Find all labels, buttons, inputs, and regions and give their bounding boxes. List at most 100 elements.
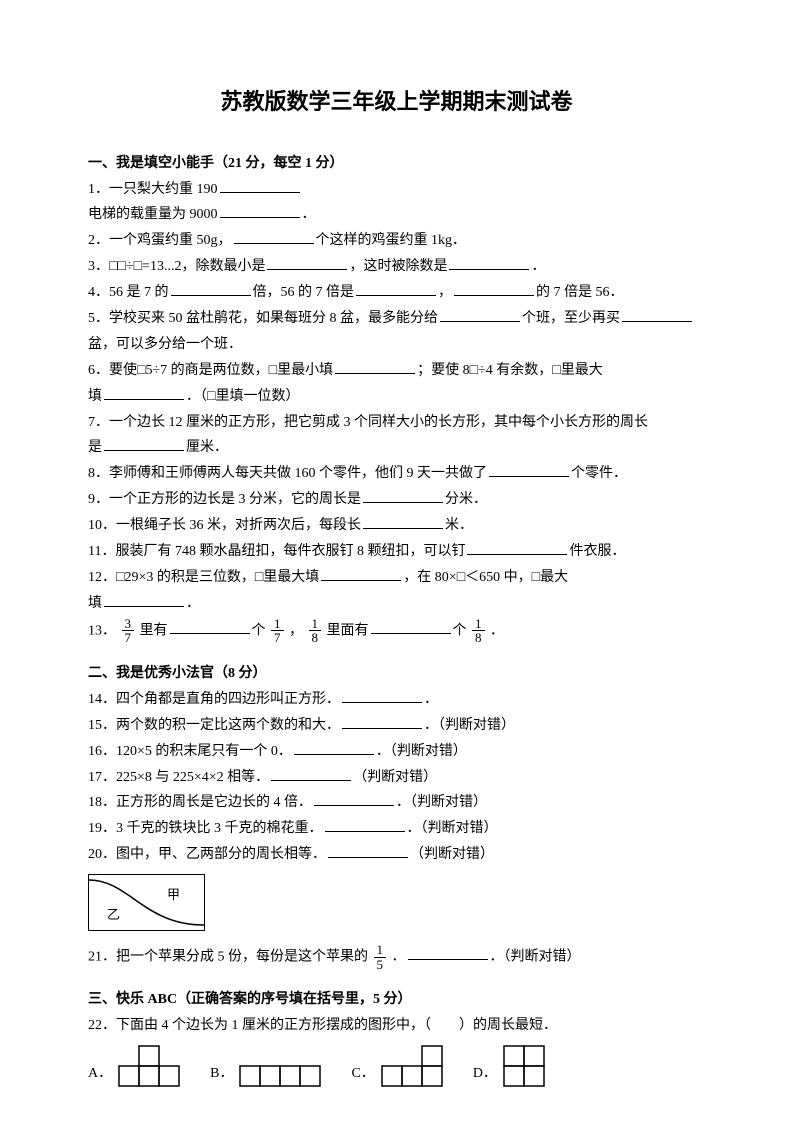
q7-text-b: 是 bbox=[88, 440, 102, 455]
frac-num: 1 bbox=[309, 617, 322, 632]
q1-text-c: ． bbox=[302, 207, 316, 222]
q10-text-a: 10．一根绳子长 36 米，对折两次后，每段长 bbox=[88, 518, 361, 533]
q17: 17．225×8 与 225×4×2 相等． （判断对错） bbox=[88, 765, 705, 791]
q12-text-c: 填 bbox=[88, 596, 102, 611]
section-2-head: 二、我是优秀小法官（8 分） bbox=[88, 661, 705, 687]
q19-text: 19．3 千克的铁块比 3 千克的棉花重． bbox=[88, 821, 323, 836]
option-b-label: B． bbox=[210, 1061, 233, 1087]
q16: 16．120×5 的积末尾只有一个 0．．（判断对错） bbox=[88, 739, 705, 765]
q21-text-b: ． bbox=[392, 949, 406, 964]
q12-text-b: ，在 80×□＜650 中，□最大 bbox=[403, 570, 568, 585]
q6-text-c: 填 bbox=[88, 389, 102, 404]
q17-text: 17．225×8 与 225×4×2 相等． bbox=[88, 770, 269, 785]
q22-text: 22．下面由 4 个边长为 1 厘米的正方形摆成的图形中，（ ）的周长最短． bbox=[88, 1018, 557, 1033]
q1: 1．一只梨大约重 190 电梯的载重量为 9000 ． bbox=[88, 177, 705, 229]
frac-den: 7 bbox=[122, 631, 135, 645]
q11-text-a: 11．服装厂有 748 颗水晶纽扣，每件衣服钉 8 颗纽扣，可以钉 bbox=[88, 544, 465, 559]
fraction-1-7: 17 bbox=[269, 617, 286, 645]
blank bbox=[321, 567, 401, 581]
tag: （判断对错） bbox=[353, 770, 437, 785]
dot: ． bbox=[424, 718, 438, 733]
tag: （判断对错） bbox=[410, 847, 494, 862]
q4-text-a: 4．56 是 7 的 bbox=[88, 285, 169, 300]
blank bbox=[220, 205, 300, 219]
option-d-label: D． bbox=[473, 1061, 497, 1087]
option-b: B． bbox=[210, 1061, 321, 1087]
blank bbox=[408, 947, 488, 961]
blank bbox=[294, 741, 374, 755]
tag: （判断对错） bbox=[410, 795, 487, 810]
dot: ． bbox=[376, 744, 390, 759]
q20: 20．图中，甲、乙两部分的周长相等．（判断对错） bbox=[88, 842, 705, 868]
q3-text-b: ，这时被除数是 bbox=[349, 259, 447, 274]
blank bbox=[363, 490, 443, 504]
q8-text-a: 8．李师傅和王师傅两人每天共做 160 个零件，他们 9 天一共做了 bbox=[88, 466, 487, 481]
blank bbox=[356, 283, 436, 297]
q6-text-d: ．（□里填一位数） bbox=[186, 389, 299, 404]
q1-text-a: 1．一只梨大约重 190 bbox=[88, 182, 218, 197]
q11: 11．服装厂有 748 颗水晶纽扣，每件衣服钉 8 颗纽扣，可以钉件衣服． bbox=[88, 539, 705, 565]
q13-text-e: 里面有 bbox=[327, 623, 369, 638]
q13-text-a: 13． bbox=[88, 623, 116, 638]
section-1-head: 一、我是填空小能手（21 分，每空 1 分） bbox=[88, 151, 705, 177]
q12-text-a: 12．□29×3 的积是三位数，□里最大填 bbox=[88, 570, 319, 585]
q13-text-g: ． bbox=[490, 623, 504, 638]
q4-text-c: ， bbox=[438, 285, 452, 300]
blank bbox=[342, 689, 422, 703]
page-title: 苏教版数学三年级上学期期末测试卷 bbox=[88, 82, 705, 123]
q2: 2．一个鸡蛋约重 50g， 个这样的鸡蛋约重 1kg． bbox=[88, 228, 705, 254]
page: 苏教版数学三年级上学期期末测试卷 一、我是填空小能手（21 分，每空 1 分） … bbox=[0, 0, 793, 1127]
shape-b-icon bbox=[239, 1065, 321, 1087]
q12: 12．□29×3 的积是三位数，□里最大填 ，在 80×□＜650 中，□最大 填… bbox=[88, 565, 705, 617]
option-c-label: C． bbox=[351, 1061, 374, 1087]
fraction-1-8: 18 bbox=[307, 617, 324, 645]
blank bbox=[220, 179, 300, 193]
q20-diagram: 甲 乙 bbox=[88, 874, 205, 931]
q16-text: 16．120×5 的积末尾只有一个 0． bbox=[88, 744, 292, 759]
q3-text-a: 3．□□÷□=13...2，除数最小是 bbox=[88, 259, 265, 274]
q9-text-b: 分米． bbox=[445, 492, 487, 507]
q15: 15．两个数的积一定比这两个数的和大．．（判断对错） bbox=[88, 713, 705, 739]
q12-text-d: ． bbox=[186, 596, 200, 611]
q2-text-b: 个这样的鸡蛋约重 1kg． bbox=[316, 233, 467, 248]
dot: ． bbox=[407, 821, 421, 836]
q3: 3．□□÷□=13...2，除数最小是 ，这时被除数是 ． bbox=[88, 254, 705, 280]
q5-text-b: 个班，至少再买 bbox=[522, 311, 620, 326]
q6-text-a: 6．要使□5÷7 的商是两位数，□里最小填 bbox=[88, 363, 333, 378]
q13-text-f: 个 bbox=[453, 623, 467, 638]
q7-text-c: 厘米． bbox=[186, 440, 228, 455]
q1-text-b: 电梯的载重量为 9000 bbox=[88, 207, 218, 222]
blank bbox=[371, 620, 451, 634]
blank bbox=[489, 464, 569, 478]
fraction-1-5: 15 bbox=[372, 943, 389, 971]
blank bbox=[328, 845, 408, 859]
q8-text-b: 个零件． bbox=[571, 466, 627, 481]
frac-num: 1 bbox=[472, 617, 485, 632]
q13-text-c: 个 bbox=[252, 623, 266, 638]
q10: 10．一根绳子长 36 米，对折两次后，每段长米． bbox=[88, 513, 705, 539]
blank bbox=[440, 308, 520, 322]
dot: ． bbox=[396, 795, 410, 810]
blank bbox=[234, 231, 314, 245]
blank bbox=[171, 283, 251, 297]
q5-text-a: 5．学校买来 50 盆杜鹃花，如果每班分 8 盆，最多能分给 bbox=[88, 311, 438, 326]
q7: 7．一个边长 12 厘米的正方形，把它剪成 3 个同样大小的长方形，其中每个小长… bbox=[88, 410, 705, 462]
q2-text-a: 2．一个鸡蛋约重 50g， bbox=[88, 233, 232, 248]
q3-text-c: ． bbox=[531, 259, 545, 274]
q14: 14．四个角都是直角的四边形叫正方形．． bbox=[88, 687, 705, 713]
q9-text-a: 9．一个正方形的边长是 3 分米，它的周长是 bbox=[88, 492, 361, 507]
q4-text-d: 的 7 倍是 56． bbox=[536, 285, 624, 300]
blank bbox=[271, 767, 351, 781]
frac-den: 5 bbox=[374, 958, 387, 972]
q18: 18．正方形的周长是它边长的 4 倍． ．（判断对错） bbox=[88, 790, 705, 816]
blank bbox=[267, 257, 347, 271]
q13-text-d: ， bbox=[289, 623, 303, 638]
q19: 19．3 千克的铁块比 3 千克的棉花重． ．（判断对错） bbox=[88, 816, 705, 842]
q13-text-b: 里有 bbox=[140, 623, 168, 638]
q4-text-b: 倍，56 的 7 倍是 bbox=[253, 285, 355, 300]
blank bbox=[104, 593, 184, 607]
q9: 9．一个正方形的边长是 3 分米，它的周长是 分米． bbox=[88, 487, 705, 513]
q18-text: 18．正方形的周长是它边长的 4 倍． bbox=[88, 795, 312, 810]
q6-text-b: ；要使 8□÷4 有余数，□里最大 bbox=[417, 363, 603, 378]
tag: （判断对错） bbox=[421, 821, 498, 836]
